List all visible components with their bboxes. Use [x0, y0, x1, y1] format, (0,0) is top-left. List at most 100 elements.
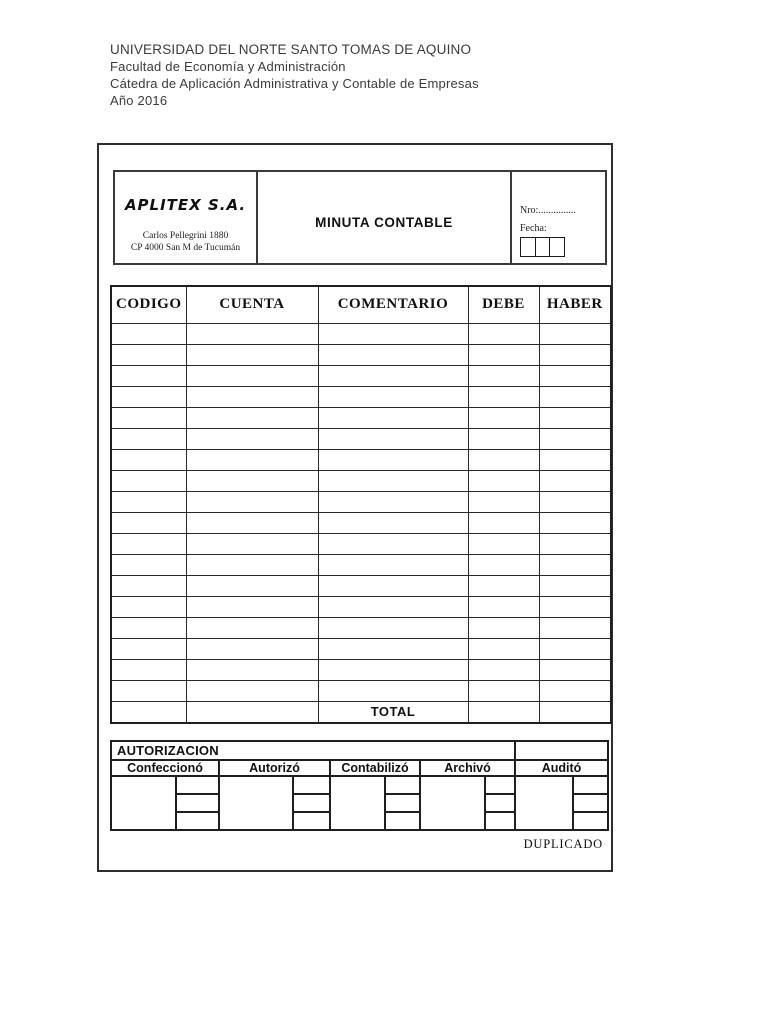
ledger-empty-cell	[538, 553, 612, 576]
total-row-cuenta-cell	[185, 700, 319, 724]
ledger-empty-cell	[317, 427, 469, 450]
ledger-empty-cell	[317, 637, 469, 660]
total-row-debe-cell	[467, 700, 540, 724]
ledger-empty-cell	[317, 595, 469, 618]
ledger-empty-cell	[538, 679, 612, 702]
date-boxes	[520, 237, 601, 257]
ledger-empty-row	[110, 427, 612, 450]
ledger-table-head: CODIGO CUENTA COMENTARIO DEBE HABER	[110, 285, 612, 324]
ledger-empty-cell	[185, 637, 319, 660]
signature-area	[421, 777, 515, 829]
ledger-empty-cell	[467, 364, 540, 387]
ledger-empty-cell	[185, 574, 319, 597]
authorization-title-spare-cell	[514, 740, 610, 761]
authorization-column-header: Archivó	[418, 759, 517, 777]
ledger-empty-cell	[185, 469, 319, 492]
copy-label: DUPLICADO	[523, 837, 603, 851]
ledger-empty-cell	[185, 448, 319, 471]
ledger-empty-cell	[110, 616, 187, 639]
signature-area	[220, 777, 329, 829]
ledger-empty-cell	[317, 322, 469, 345]
ledger-empty-row	[110, 658, 612, 681]
ledger-empty-cell	[538, 469, 612, 492]
authorization-column-header: Autorizó	[218, 759, 331, 777]
signature-space	[220, 777, 292, 829]
ledger-table-body	[110, 322, 612, 702]
ledger-empty-cell	[538, 322, 612, 345]
ledger-empty-cell	[317, 616, 469, 639]
authorization-column-header: Contabilizó	[329, 759, 421, 777]
ledger-empty-cell	[467, 490, 540, 513]
ledger-empty-cell	[317, 364, 469, 387]
ledger-empty-cell	[538, 490, 612, 513]
company-name: APLITEX S.A.	[124, 196, 247, 214]
column-header-haber: HABER	[538, 285, 612, 324]
authorization-title-row: AUTORIZACION	[109, 740, 610, 761]
ledger-empty-cell	[317, 511, 469, 534]
company-address-line1: Carlos Pellegrini 1880	[142, 231, 229, 241]
stamp-box	[386, 777, 419, 795]
stamp-box	[574, 795, 608, 813]
stamp-box	[486, 813, 514, 829]
ledger-empty-cell	[467, 553, 540, 576]
authorization-table: AUTORIZACION Confeccionó Autorizó Contabil…	[109, 740, 610, 831]
ledger-empty-cell	[467, 595, 540, 618]
ledger-empty-row	[110, 469, 612, 492]
ledger-empty-cell	[317, 448, 469, 471]
authorization-header-row: Confeccionó Autorizó Contabilizó Archivó Aud…	[110, 759, 610, 777]
ledger-empty-cell	[185, 406, 319, 429]
ledger-empty-cell	[110, 658, 187, 681]
ledger-empty-cell	[538, 343, 612, 366]
ledger-empty-row	[110, 448, 612, 471]
stamp-sub-column	[384, 777, 419, 829]
signature-space	[421, 777, 484, 829]
ledger-empty-row	[110, 343, 612, 366]
stamp-box	[177, 813, 218, 829]
stamp-box	[386, 795, 419, 813]
signature-cell	[110, 775, 220, 831]
fecha-label: Fecha:	[520, 223, 547, 234]
ledger-empty-row	[110, 511, 612, 534]
ledger-table: CODIGO CUENTA COMENTARIO DEBE HABER TOTA…	[110, 285, 612, 724]
ledger-empty-cell	[538, 574, 612, 597]
ledger-empty-cell	[110, 595, 187, 618]
ledger-empty-row	[110, 679, 612, 702]
ledger-empty-row	[110, 406, 612, 429]
ledger-empty-cell	[317, 553, 469, 576]
ledger-empty-cell	[538, 448, 612, 471]
faculty-name: Facultad de Economía y Administración	[110, 59, 346, 74]
ledger-empty-row	[110, 322, 612, 345]
ledger-empty-cell	[538, 511, 612, 534]
ledger-empty-cell	[110, 574, 187, 597]
ledger-empty-cell	[110, 511, 187, 534]
ledger-empty-cell	[467, 469, 540, 492]
ledger-empty-cell	[185, 343, 319, 366]
ledger-empty-cell	[467, 658, 540, 681]
ledger-empty-cell	[538, 406, 612, 429]
company-address: Carlos Pellegrini 1880 CP 4000 San M de …	[131, 230, 240, 254]
signature-space	[112, 777, 175, 829]
ledger-empty-cell	[317, 343, 469, 366]
ledger-empty-cell	[467, 574, 540, 597]
signature-cell	[418, 775, 517, 831]
authorization-column-header: Confeccionó	[110, 759, 220, 777]
ledger-empty-cell	[185, 385, 319, 408]
ledger-empty-cell	[110, 553, 187, 576]
ledger-empty-cell	[467, 448, 540, 471]
column-header-codigo: CODIGO	[110, 285, 187, 324]
ledger-empty-cell	[110, 406, 187, 429]
ledger-empty-cell	[467, 406, 540, 429]
stamp-box	[177, 777, 218, 795]
ledger-empty-cell	[538, 616, 612, 639]
stamp-box	[294, 813, 329, 829]
ledger-empty-cell	[467, 385, 540, 408]
ledger-table-foot: TOTAL	[110, 700, 612, 724]
ledger-empty-row	[110, 364, 612, 387]
ledger-empty-cell	[467, 616, 540, 639]
ledger-empty-cell	[317, 574, 469, 597]
date-box	[549, 237, 565, 257]
ledger-empty-cell	[185, 553, 319, 576]
ledger-empty-cell	[110, 532, 187, 555]
ledger-empty-cell	[538, 595, 612, 618]
page-header: UNIVERSIDAD DEL NORTE SANTO TOMAS DE AQU…	[110, 41, 479, 109]
